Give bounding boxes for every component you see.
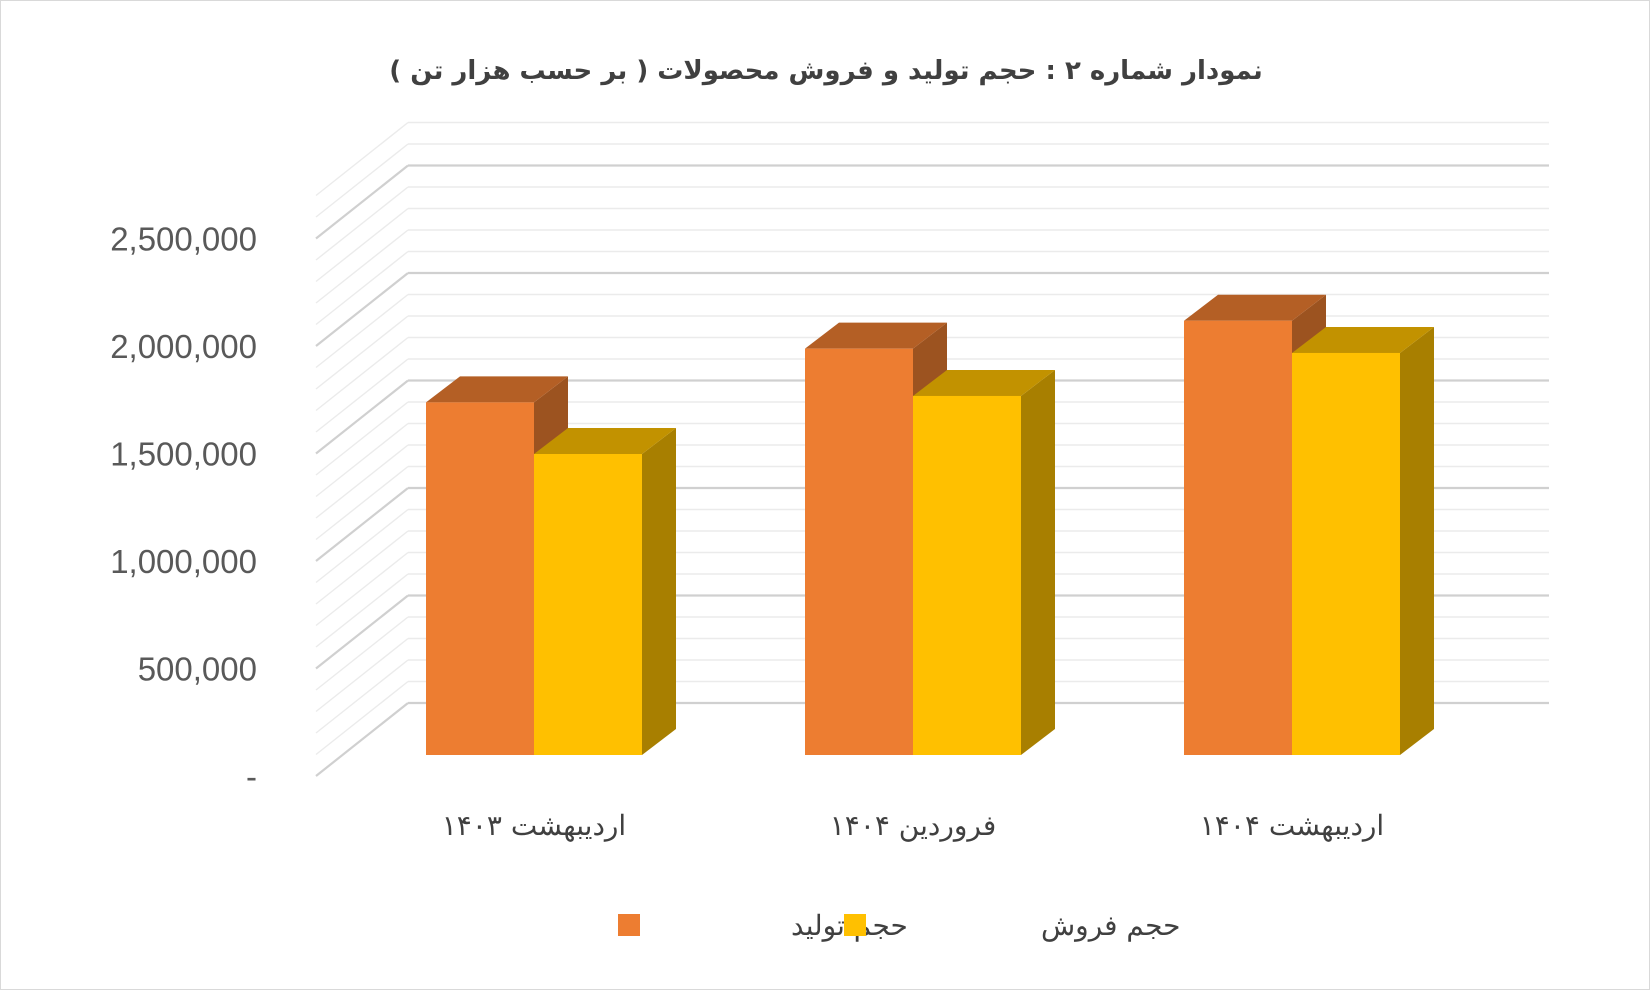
bar-top	[805, 322, 947, 349]
bar-top	[1184, 294, 1326, 321]
bar-front	[534, 454, 642, 755]
gridline-side	[315, 573, 409, 648]
bar-side	[1021, 369, 1055, 755]
gridline-side	[315, 401, 409, 476]
bar-top	[913, 369, 1055, 396]
gridline-side	[315, 250, 409, 326]
gridline-side	[315, 680, 409, 756]
bar-front	[913, 395, 1021, 755]
bar-side	[642, 428, 676, 755]
y-tick-label: 500,000	[138, 651, 257, 688]
y-tick-label: 2,500,000	[110, 221, 257, 258]
chart-title: نمودار شماره ۲ : حجم تولید و فروش محصولا…	[389, 56, 1262, 86]
gridline-side	[315, 358, 409, 433]
legend-swatch	[844, 914, 866, 936]
gridline-side	[315, 207, 409, 283]
legend-swatch	[618, 914, 640, 936]
category-label: اردیبهشت ۱۴۰۳	[442, 809, 626, 842]
category-label: فروردین ۱۴۰۴	[830, 809, 997, 842]
y-tick-label: 1,500,000	[110, 436, 257, 473]
gridline-side	[315, 508, 409, 584]
bar-top	[1292, 326, 1434, 353]
bar	[534, 428, 676, 755]
gridline-side	[315, 315, 409, 390]
bar	[1292, 326, 1434, 755]
gridline-side	[315, 143, 409, 218]
bars	[426, 294, 1434, 755]
bar-side	[1400, 326, 1434, 755]
bar-front	[805, 348, 913, 755]
y-tick-label: 2,000,000	[110, 328, 257, 365]
gridline-side	[315, 551, 409, 627]
bar-front	[426, 402, 534, 755]
gridline-side	[315, 293, 409, 369]
gridline-side	[315, 229, 409, 304]
gridline-side	[315, 530, 409, 605]
gridline-side	[315, 465, 409, 541]
gridline-side	[315, 422, 409, 498]
bar-front	[1184, 320, 1292, 755]
bar-top	[534, 428, 676, 454]
y-axis-tick-labels: - 500,000 1,000,000 1,500,000 2,000,000 2,500…	[110, 221, 257, 796]
y-tick-label: 1,000,000	[110, 543, 257, 580]
bar-front	[1292, 352, 1400, 755]
gridline-side	[315, 659, 409, 734]
gridline-side	[315, 121, 409, 197]
gridline-side	[315, 637, 409, 713]
gridline-side	[315, 379, 409, 455]
gridline-side	[315, 594, 409, 670]
bar	[913, 369, 1055, 755]
gridline-side	[315, 444, 409, 519]
gridline-side	[315, 336, 409, 412]
gridline-side	[315, 616, 409, 691]
category-labels: اردیبهشت ۱۴۰۳ فروردین ۱۴۰۴ اردیبهشت ۱۴۰۴	[442, 809, 1384, 842]
legend: حجم تولید حجم فروش	[618, 909, 1180, 942]
gridline-side	[315, 164, 409, 240]
gridline-side	[315, 487, 409, 562]
category-label: اردیبهشت ۱۴۰۴	[1200, 809, 1384, 842]
legend-item: حجم فروش	[844, 909, 1180, 942]
bar-top	[426, 376, 568, 403]
gridline-side	[315, 272, 409, 347]
gridline-side	[315, 702, 409, 777]
y-tick-label: -	[246, 758, 257, 795]
legend-label: حجم فروش	[1041, 909, 1180, 942]
gridline-side	[315, 186, 409, 261]
